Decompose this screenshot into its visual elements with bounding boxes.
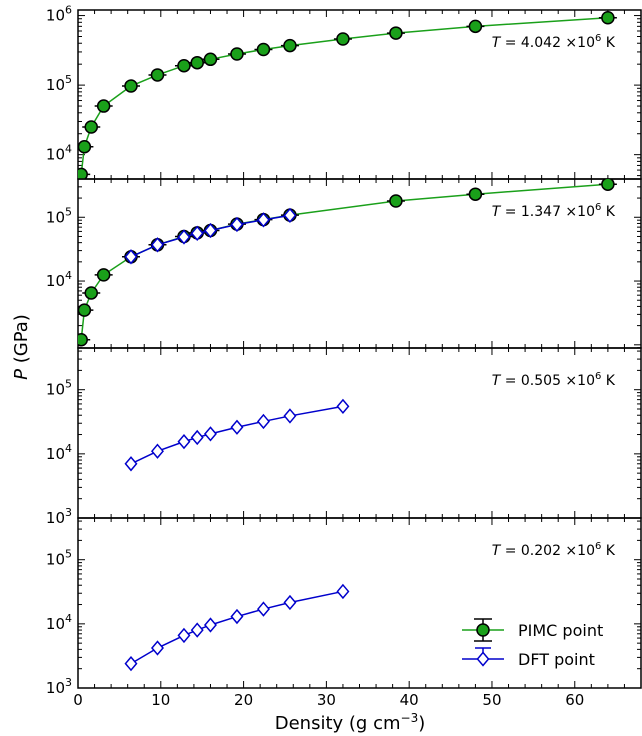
x-tick-label: 10	[151, 691, 170, 709]
pimc-point	[601, 11, 615, 25]
pimc-point	[468, 187, 483, 201]
dft-point	[283, 408, 297, 424]
pimc-point	[336, 32, 350, 46]
y-tick-label: 105	[46, 73, 72, 94]
panel-2: 104 105 T = 1.347 ×106 K	[46, 178, 642, 349]
pimc-point	[78, 167, 88, 179]
x-tick-label: 20	[234, 691, 253, 709]
x-tick-label: 0	[73, 691, 83, 709]
dft-point	[190, 622, 204, 638]
panel-4: 103 104 105 T = 0.202 ×106 K	[46, 517, 642, 697]
temperature-label: T = 0.505 ×106 K	[492, 371, 616, 389]
dft-point	[190, 429, 204, 446]
dft-point	[124, 456, 138, 472]
pimc-point	[256, 42, 271, 57]
temperature-label: T = 1.347 ×106 K	[492, 202, 616, 220]
y-tick-label: 103	[46, 506, 72, 527]
pimc-point	[203, 52, 218, 67]
legend-item-dft: DFT point	[462, 647, 595, 669]
legend-marker	[476, 651, 490, 667]
pimc-point	[124, 79, 138, 93]
pimc-point	[468, 19, 483, 34]
x-axis-label: Density (g cm−3)	[275, 711, 426, 734]
dft-point	[256, 212, 270, 228]
pimc-point	[601, 179, 615, 191]
y-tick-label: 104	[46, 612, 72, 633]
pimc-point	[84, 120, 98, 134]
x-axis: 0 10 20 30 40 50 60	[73, 691, 584, 709]
dft-series-line	[130, 590, 344, 665]
legend: PIMC point DFT point	[462, 618, 603, 669]
pimc-point	[84, 286, 98, 300]
pimc-point	[96, 99, 111, 113]
dft-point	[150, 640, 164, 656]
y-tick-label: 104	[46, 442, 72, 463]
panel-data	[124, 398, 350, 472]
dft-point	[230, 216, 244, 233]
dft-point	[336, 398, 350, 415]
legend-label: PIMC point	[518, 621, 603, 640]
y-tick-label: 104	[46, 269, 72, 290]
dft-point	[177, 229, 191, 245]
dft-point	[124, 655, 138, 672]
pimc-series-line	[80, 17, 608, 175]
chart-panels: 104 105 106 T = 4.042 ×106 K 104 105 T = 1.347…	[46, 4, 642, 697]
pimc-point	[177, 58, 191, 73]
pimc-point	[389, 194, 403, 208]
y-tick-label: 104	[46, 143, 72, 164]
dft-series-line	[130, 405, 344, 465]
panel-data	[124, 583, 350, 672]
dft-point	[150, 237, 164, 253]
panel-data	[78, 11, 617, 179]
dft-point	[256, 413, 270, 430]
dft-point	[203, 426, 217, 442]
dft-point	[336, 583, 350, 600]
dft-point	[230, 419, 244, 435]
panel-data	[78, 179, 617, 347]
dft-point	[190, 225, 204, 241]
pimc-point	[190, 55, 204, 70]
x-tick-label: 50	[482, 691, 501, 709]
dft-point	[203, 222, 217, 239]
pimc-point	[230, 47, 244, 61]
temperature-label: T = 0.202 ×106 K	[492, 541, 616, 559]
legend-label: DFT point	[518, 650, 595, 669]
pimc-point	[78, 303, 92, 317]
x-tick-label: 60	[565, 691, 584, 709]
panel-1: 104 105 106 T = 4.042 ×106 K	[46, 4, 642, 180]
pimc-point	[283, 38, 297, 53]
dft-point	[283, 207, 297, 224]
y-tick-label: 106	[46, 4, 72, 25]
pimc-point	[78, 333, 88, 347]
y-axis-label: P (GPa)	[11, 314, 32, 380]
dft-point	[177, 433, 191, 450]
pimc-point	[150, 68, 165, 82]
pimc-point	[96, 268, 111, 282]
temperature-label: T = 4.042 ×106 K	[492, 33, 616, 51]
y-tick-label: 105	[46, 378, 72, 399]
legend-item-pimc: PIMC point	[462, 618, 603, 642]
dft-point	[256, 601, 270, 617]
dft-point	[150, 443, 164, 459]
x-tick-label: 30	[317, 691, 336, 709]
panel-3: 103 104 105 T = 0.505 ×106 K	[46, 347, 642, 527]
pimc-point	[78, 139, 92, 154]
x-tick-label: 40	[400, 691, 419, 709]
dft-point	[124, 249, 138, 265]
dft-point	[177, 627, 191, 644]
y-tick-label: 103	[46, 676, 72, 697]
dft-point	[283, 594, 297, 611]
y-tick-label: 105	[46, 548, 72, 569]
legend-marker	[476, 623, 490, 637]
y-tick-label: 105	[46, 205, 72, 226]
dft-point	[230, 608, 244, 625]
pimc-point	[389, 26, 403, 40]
dft-point	[203, 617, 217, 633]
